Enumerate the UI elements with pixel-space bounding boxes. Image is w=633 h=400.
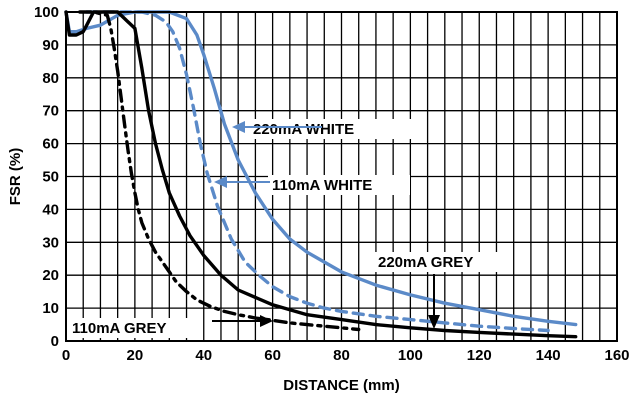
- y-tick-label: 10: [42, 300, 59, 317]
- series-line-220ma-grey: [64, 10, 578, 339]
- y-tick-label: 50: [42, 169, 59, 186]
- series-line-110ma-white: [84, 10, 550, 333]
- annotation-label: 110mA GREY: [72, 320, 167, 337]
- arrowhead-icon: [214, 176, 227, 188]
- arrowhead-icon: [232, 121, 245, 133]
- annotation-background: [249, 119, 419, 139]
- annotation-label: 110mA WHITE: [272, 177, 372, 194]
- x-tick-label: 80: [333, 347, 350, 364]
- annotation-label: 220mA WHITE: [253, 121, 354, 138]
- x-tick-label: 60: [264, 347, 281, 364]
- annotation-background: [268, 175, 410, 195]
- x-axis-title: DISTANCE (mm): [283, 377, 399, 394]
- annotation-background: [68, 318, 202, 338]
- annotation-label: 220mA GREY: [378, 254, 473, 271]
- x-tick-label: 40: [195, 347, 212, 364]
- y-tick-label: 20: [42, 267, 59, 284]
- x-tick-label: 100: [398, 347, 423, 364]
- arrowhead-icon: [428, 315, 440, 329]
- tick-labels: 0 20 40 60 80 100 120 140 160 0 10 20 30 40 50 60 70 80 90…: [34, 4, 630, 364]
- series-line-110ma-grey: [78, 10, 361, 332]
- x-tick-label: 140: [536, 347, 561, 364]
- x-tick-label: 20: [127, 347, 144, 364]
- plot-frame: [65, 11, 618, 342]
- annotations: 220mA WHITE 110mA WHITE 220mA GREY 110mA GR…: [68, 119, 504, 338]
- y-tick-label: 80: [42, 70, 59, 87]
- arrowhead-icon: [260, 315, 273, 327]
- x-tick-label: 160: [604, 347, 629, 364]
- y-tick-label: 90: [42, 37, 59, 54]
- x-tick-label: 0: [62, 347, 70, 364]
- series-line-220ma-white: [64, 10, 578, 327]
- y-tick-label: 70: [42, 103, 59, 120]
- y-tick-label: 40: [42, 201, 59, 218]
- x-tick-label: 120: [467, 347, 492, 364]
- y-tick-label: 0: [51, 333, 59, 350]
- annotation-background: [374, 252, 504, 272]
- series-lines: [64, 10, 578, 339]
- y-tick-label: 30: [42, 234, 59, 251]
- y-tick-label: 60: [42, 136, 59, 153]
- y-tick-label: 100: [34, 4, 59, 21]
- y-axis-title: FSR (%): [7, 148, 24, 206]
